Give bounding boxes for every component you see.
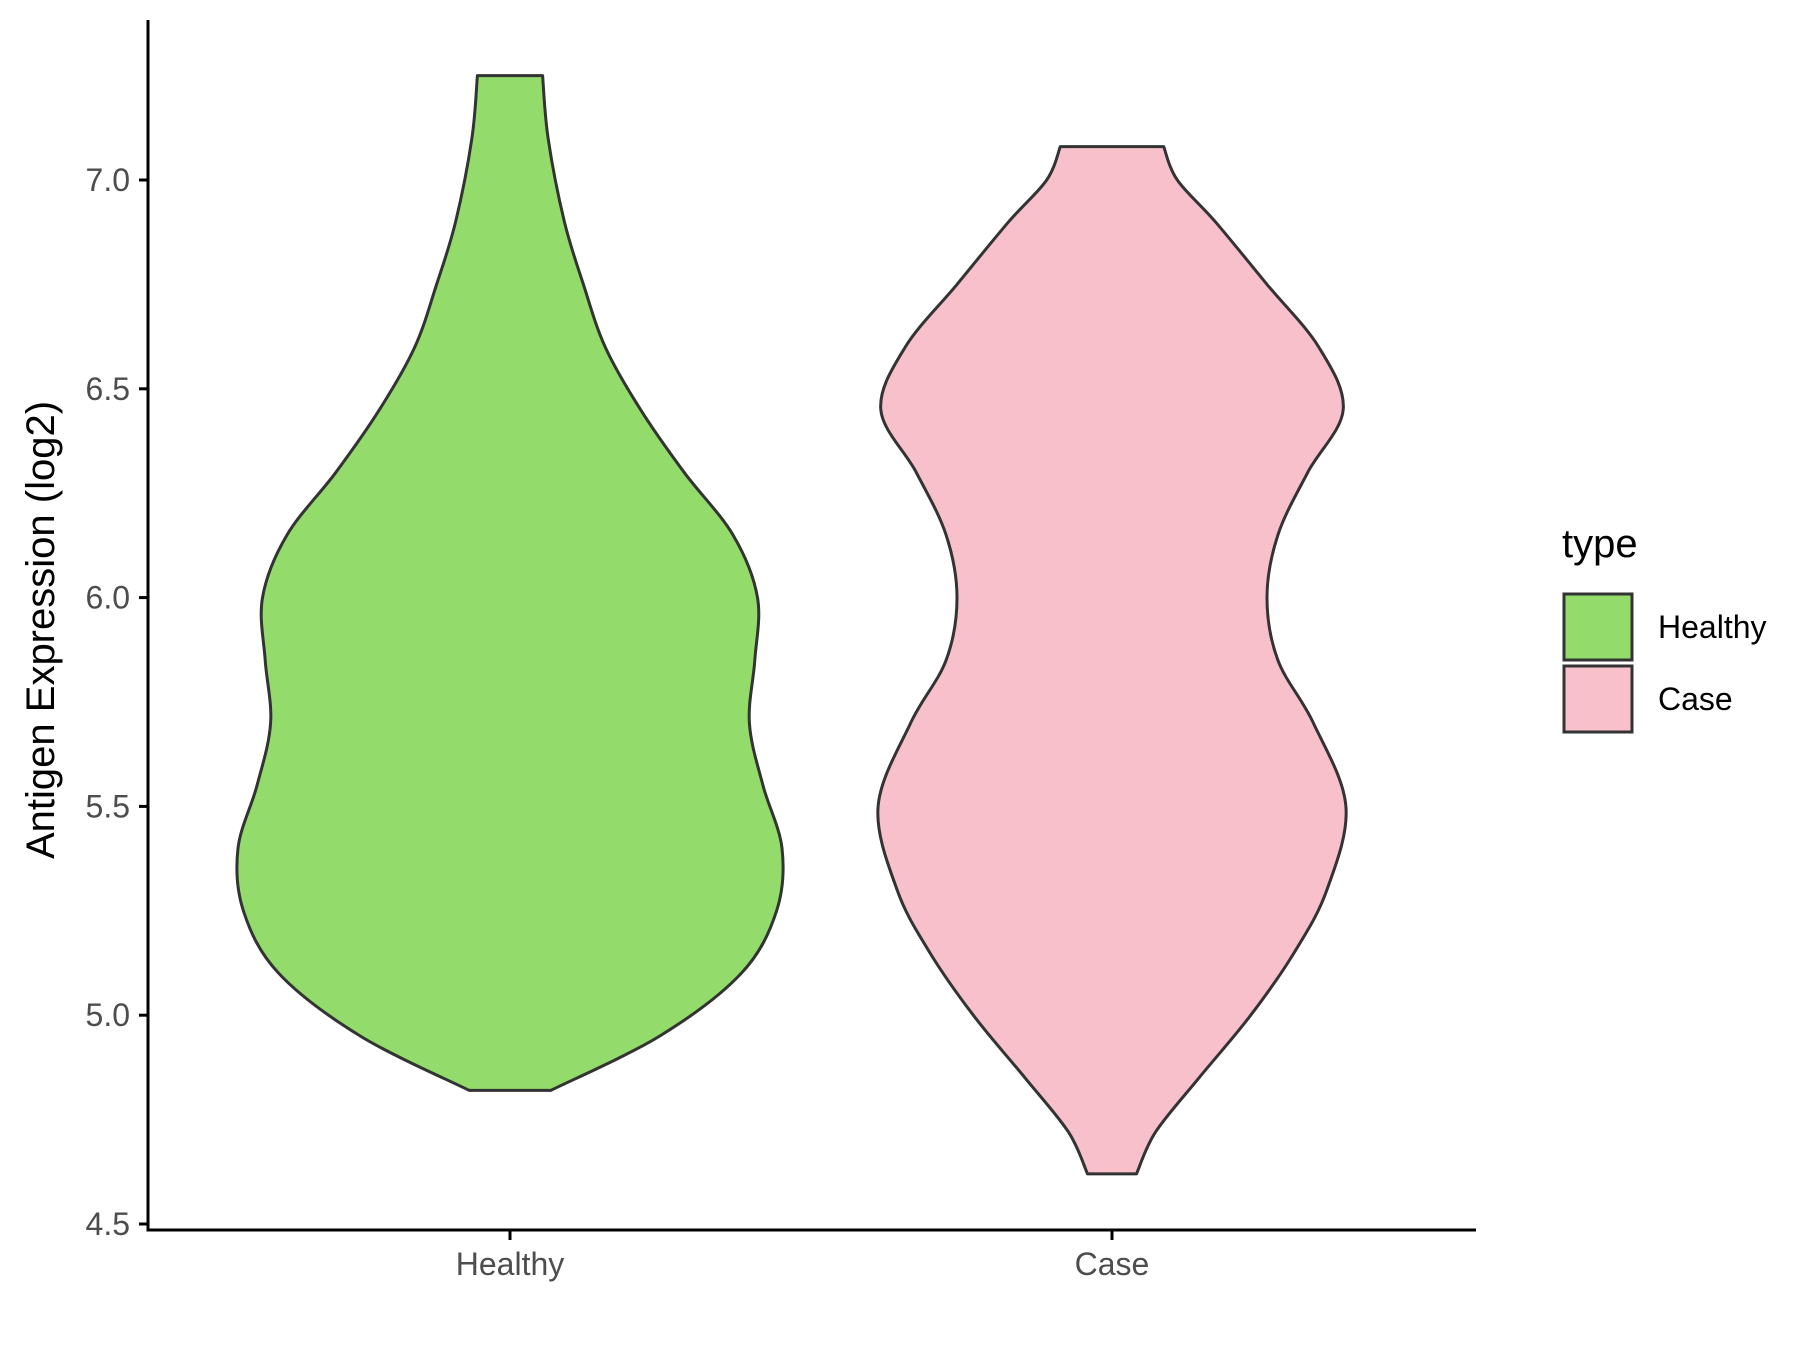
- y-tick-label: 6.5: [86, 371, 130, 407]
- x-tick-label: Case: [1075, 1246, 1150, 1282]
- legend-label-healthy: Healthy: [1658, 609, 1767, 645]
- legend-key-case: [1562, 664, 1634, 734]
- y-axis-ticks: 4.5 5.0 5.5 6.0 6.5 7.0: [86, 162, 148, 1242]
- y-tick-label: 7.0: [86, 162, 130, 198]
- legend-key-healthy: [1562, 592, 1634, 662]
- violins-layer: [235, 74, 1348, 1176]
- violin-case: [876, 145, 1348, 1176]
- legend: type Healthy Case: [1562, 522, 1767, 734]
- y-tick-label: 5.0: [86, 997, 130, 1033]
- legend-label-case: Case: [1658, 681, 1733, 717]
- legend-title: type: [1562, 522, 1638, 566]
- y-tick-label: 6.0: [86, 580, 130, 616]
- x-tick-label: Healthy: [456, 1246, 565, 1282]
- x-axis-ticks: Healthy Case: [456, 1230, 1150, 1282]
- y-axis-title: Antigen Expression (log2): [19, 401, 63, 859]
- y-tick-label: 5.5: [86, 788, 130, 824]
- violin-healthy: [235, 74, 785, 1092]
- y-tick-label: 4.5: [86, 1206, 130, 1242]
